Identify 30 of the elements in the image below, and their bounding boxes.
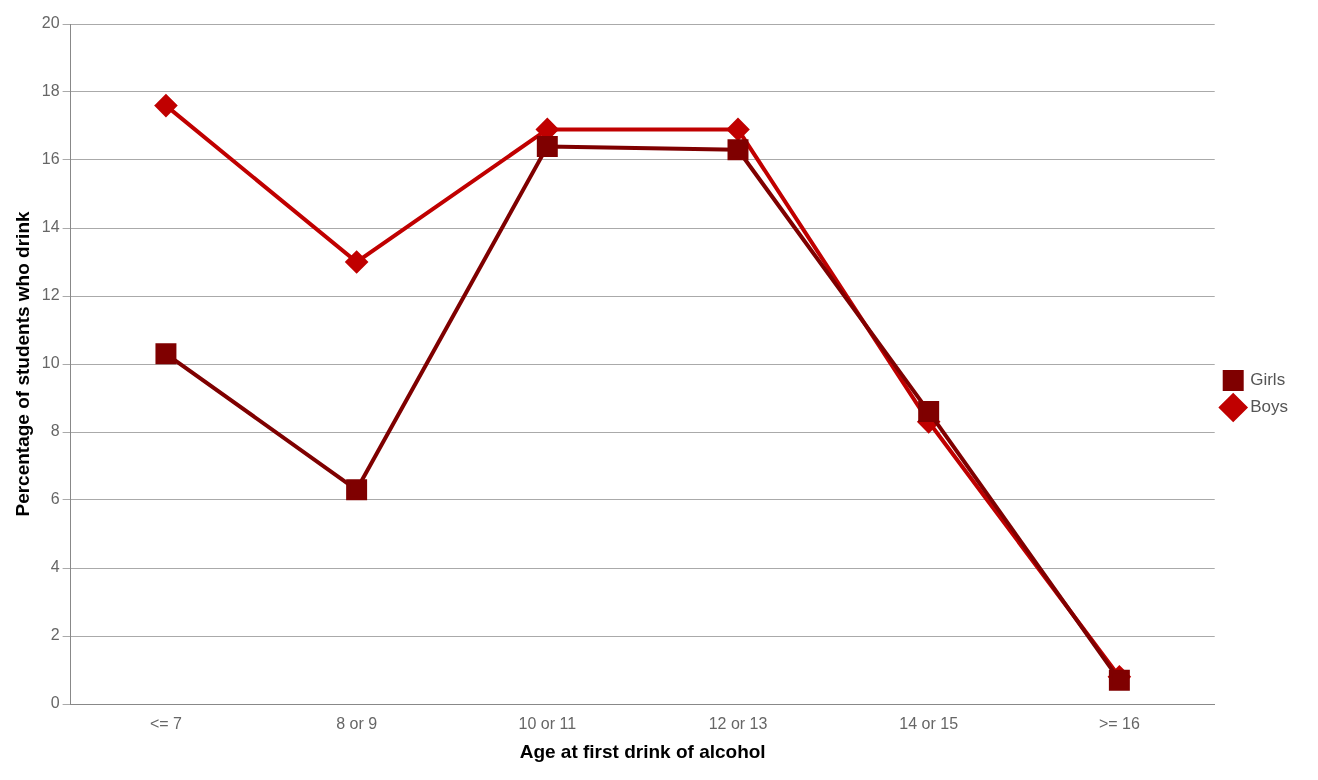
point <box>345 251 368 273</box>
y-tick-label: 12 <box>41 286 60 304</box>
point <box>536 135 558 157</box>
point <box>726 118 749 141</box>
x-tick-label: 14 or 15 <box>899 715 959 733</box>
x-axis-title: Age at first drink of alcohol <box>519 740 766 762</box>
legend-label: Boys <box>1250 397 1288 417</box>
x-tick-label: 10 or 11 <box>518 715 577 733</box>
x-tick-label: 12 or 13 <box>708 715 768 733</box>
point <box>727 139 749 161</box>
y-tick-label: 2 <box>50 626 60 644</box>
y-tick-label: 14 <box>41 218 60 236</box>
point <box>1108 669 1130 691</box>
y-tick-label: 0 <box>50 694 60 712</box>
y-axis-title: Percentage of students who drink <box>11 211 33 517</box>
point <box>154 94 177 117</box>
y-tick-label: 18 <box>41 82 60 100</box>
point <box>918 401 940 423</box>
point <box>346 479 368 501</box>
y-tick-label: 4 <box>50 558 60 576</box>
y-tick-label: 16 <box>41 150 60 168</box>
x-tick-label: 8 or 9 <box>336 715 378 733</box>
legend-label: Girls <box>1250 370 1286 390</box>
y-tick-label: 8 <box>50 422 60 440</box>
y-tick-label: 20 <box>41 14 60 32</box>
y-tick-label: 10 <box>41 354 60 372</box>
y-tick-label: 6 <box>50 490 60 508</box>
x-tick-label: >= 16 <box>1098 715 1140 733</box>
point <box>155 343 177 365</box>
x-tick-label: <= 7 <box>149 715 183 733</box>
